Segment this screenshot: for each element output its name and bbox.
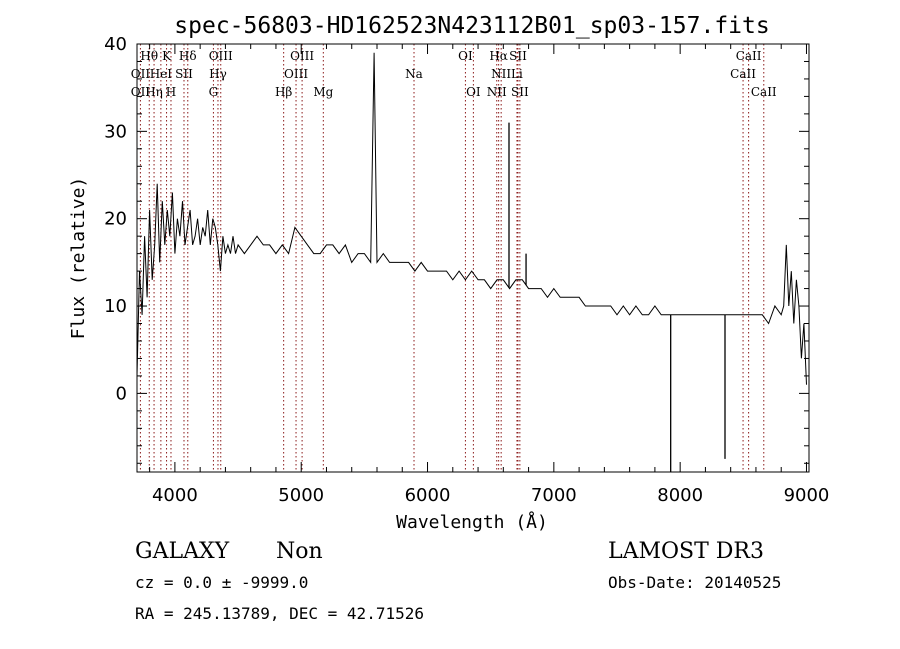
x-tick-label: 5000 <box>278 485 324 506</box>
survey-name: LAMOST DR3 <box>608 539 764 564</box>
spectral-line-label: Hθ <box>140 49 158 63</box>
spectral-line-label: SII <box>175 67 193 81</box>
x-tick-label: 8000 <box>657 485 703 506</box>
y-tick-label: 30 <box>104 121 127 142</box>
spectral-line-label: K <box>162 49 172 63</box>
spectral-line-label: OII <box>131 67 151 81</box>
spectral-line-label: Li <box>511 67 523 81</box>
spectral-line-labels: OII OII Hθ Hη HeI K H SII Hδ OIII Hγ G OIII OIII Hβ Mg N… <box>131 49 777 99</box>
spectral-line-label: OII <box>131 85 151 99</box>
spectral-line-label: Hβ <box>275 85 292 99</box>
chart-title: spec-56803-HD162523N423112B01_sp03-157.f… <box>174 13 769 39</box>
coordinates-readout: RA = 245.13789, DEC = 42.71526 <box>135 604 424 623</box>
spectral-line-label: H <box>166 85 176 99</box>
spectral-line-label: Hδ <box>179 49 197 63</box>
x-tick-label: 7000 <box>531 485 577 506</box>
spectral-line-label: CaII <box>730 67 756 81</box>
spectral-line-label: Hα <box>489 49 508 63</box>
x-axis-label: Wavelength (Å) <box>396 511 548 533</box>
observation-date: Obs-Date: 20140525 <box>608 573 781 592</box>
plot-frame <box>136 43 810 473</box>
spectrum-line <box>136 52 807 385</box>
spectrum-features <box>508 122 726 472</box>
spectral-line-label: OIII <box>290 49 314 63</box>
y-tick-label: 10 <box>104 296 127 317</box>
spectral-line-label: Na <box>405 67 423 81</box>
spectral-line-label: OI <box>458 49 473 63</box>
y-tick-label: 20 <box>104 209 127 230</box>
y-axis-label: Flux (relative) <box>68 177 89 340</box>
spectral-line-label: G <box>209 85 219 99</box>
spectral-line-label: SII <box>509 49 527 63</box>
spectral-line-label: CaII <box>751 85 777 99</box>
object-subclass: Non <box>276 539 323 564</box>
x-tick-label: 9000 <box>784 485 830 506</box>
spectral-line-label: CaII <box>736 49 762 63</box>
spectral-line-label: Hη <box>145 85 163 99</box>
spectral-line-label: Mg <box>313 85 333 99</box>
spectral-line-label: OIII <box>209 49 233 63</box>
y-tick-label: 0 <box>116 383 127 404</box>
spectral-line-label: OI <box>466 85 481 99</box>
spectral-line-label: SII <box>511 85 529 99</box>
object-class: GALAXY <box>135 539 230 564</box>
x-tick-label: 6000 <box>405 485 451 506</box>
spectral-line-label: HeI <box>150 67 173 81</box>
redshift-readout: cz = 0.0 ± -9999.0 <box>135 573 308 592</box>
spectral-line-label: NII <box>487 85 507 99</box>
spectral-line-label: Hγ <box>209 67 227 81</box>
axis-tick-labels: 4000 5000 6000 7000 8000 9000 0 10 20 30 40 <box>104 34 829 506</box>
spectral-line-label: OIII <box>284 67 308 81</box>
axis-ticks <box>137 43 809 472</box>
y-tick-label: 40 <box>104 34 127 55</box>
x-tick-label: 4000 <box>152 485 198 506</box>
spectral-line-label: NII <box>491 67 511 81</box>
spectral-line-markers <box>139 44 765 472</box>
